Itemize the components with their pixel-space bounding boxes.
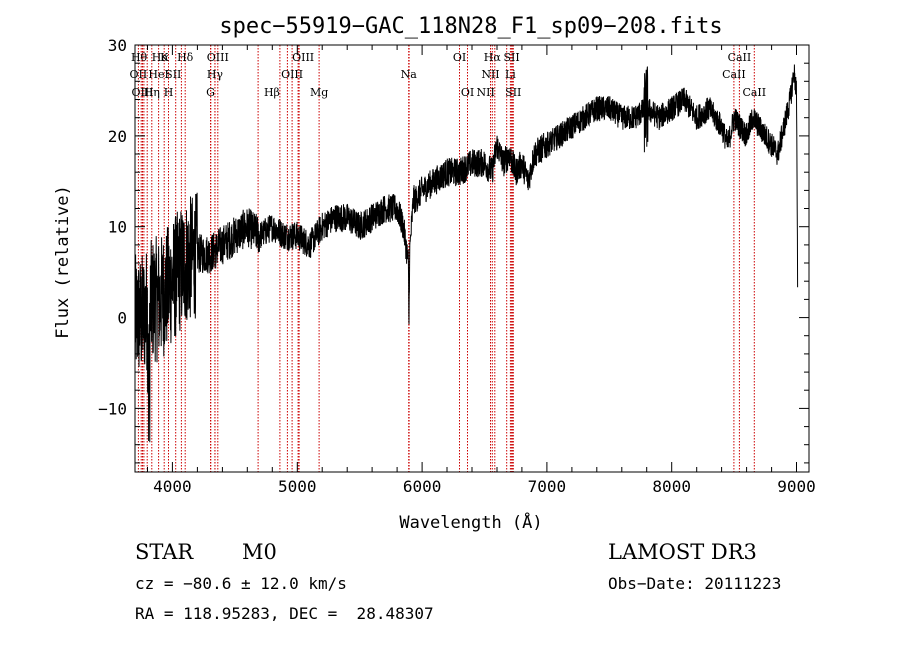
line-label: G: [206, 86, 215, 99]
line-label: Na: [401, 68, 418, 81]
line-label: OI: [453, 51, 466, 64]
y-axis-label: Flux (relative): [53, 185, 73, 339]
line-label: OII: [130, 68, 148, 81]
y-tick-label: −10: [98, 399, 127, 418]
x-tick-label: 5000: [278, 477, 317, 496]
line-label: Hη: [144, 86, 160, 99]
line-label: Hβ: [264, 86, 280, 99]
line-label: CaII: [722, 68, 746, 81]
y-tick-label: 0: [117, 309, 127, 328]
line-label: Hα: [152, 51, 170, 64]
line-label: SII: [503, 51, 519, 64]
x-tick-label: 9000: [777, 477, 816, 496]
line-label: H: [164, 86, 174, 99]
line-label: NII: [481, 68, 499, 81]
chart-title: spec−55919−GAC_118N28_F1_sp09−208.fits: [219, 14, 722, 39]
y-tick-label: 10: [108, 218, 127, 237]
line-label: Li: [505, 68, 516, 81]
line-label: OIII: [281, 68, 303, 81]
y-tick-label: 20: [108, 127, 127, 146]
x-axis-label: Wavelength (Å): [399, 511, 542, 533]
line-label: OIII: [292, 51, 314, 64]
line-label: CaII: [728, 51, 752, 64]
spectrum-series: [134, 64, 799, 443]
line-label: K: [160, 51, 169, 64]
line-label: Hδ: [177, 51, 194, 64]
spectrum-line: [134, 64, 799, 443]
line-label: NII: [476, 86, 494, 99]
line-label: Hγ: [207, 68, 224, 81]
observation-date: Obs−Date: 20111223: [608, 574, 782, 593]
survey-name: LAMOST DR3: [608, 540, 757, 564]
line-label: HeI: [148, 68, 168, 81]
line-label: Hα: [484, 51, 502, 64]
object-class: STAR: [135, 540, 194, 564]
line-label: SII: [505, 86, 521, 99]
line-label: OI: [461, 86, 474, 99]
x-tick-label: 8000: [652, 477, 691, 496]
line-label: OIII: [207, 51, 229, 64]
redshift-cz: cz = −80.6 ± 12.0 km/s: [135, 574, 347, 593]
line-label: Hθ: [131, 51, 148, 64]
y-tick-label: 30: [108, 36, 127, 55]
x-tick-label: 4000: [153, 477, 192, 496]
line-label: CaII: [742, 86, 766, 99]
object-subclass: M0: [242, 540, 277, 564]
line-label: SII: [165, 68, 181, 81]
x-tick-label: 6000: [403, 477, 442, 496]
axis-ticks: 4000 5000 6000 7000 8000 9000 −10 0 10 20 30: [98, 36, 816, 496]
coordinates: RA = 118.95283, DEC = 28.48307: [135, 604, 434, 623]
line-label: OIII: [131, 86, 153, 99]
line-label: Mg: [310, 86, 328, 99]
x-tick-label: 7000: [528, 477, 567, 496]
